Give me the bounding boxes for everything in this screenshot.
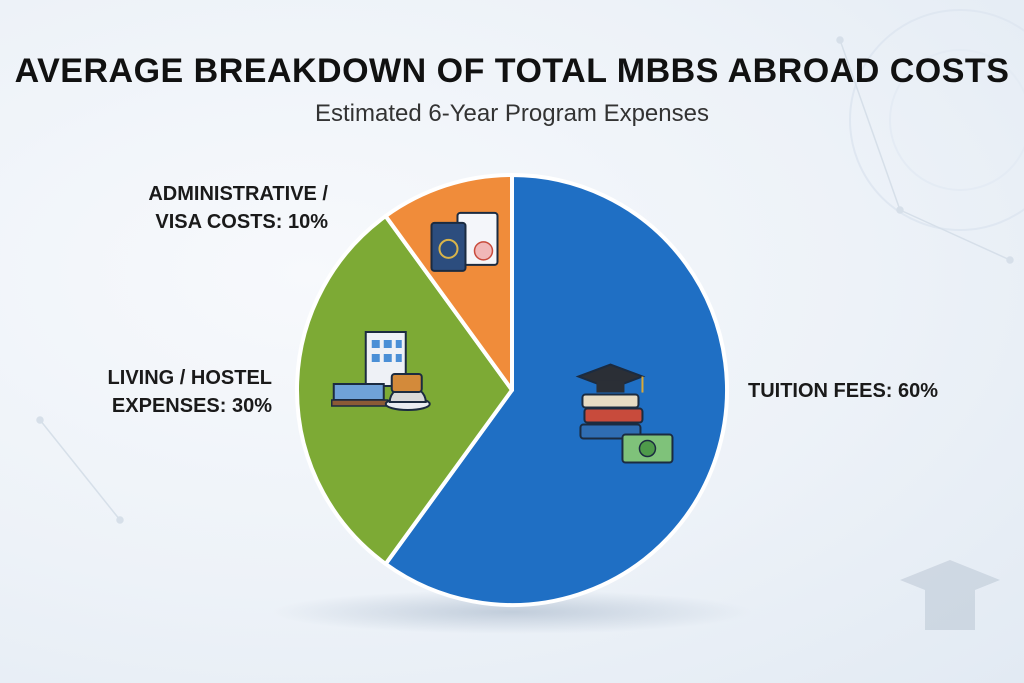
slice-label-admin: ADMINISTRATIVE / VISA COSTS: 10% [148, 183, 328, 233]
slice-label-living: LIVING / HOSTEL EXPENSES: 30% [107, 367, 272, 417]
tuition-icon [575, 363, 674, 464]
hostel-icon [331, 331, 431, 411]
slice-label-tuition: TUITION FEES: 60% [748, 380, 939, 402]
chart-title: AVERAGE BREAKDOWN OF TOTAL MBBS ABROAD C… [14, 52, 1010, 90]
visa-document-icon [430, 211, 499, 272]
slice-tuition [383, 173, 729, 607]
graduation-cap-bg-icon [900, 560, 1000, 630]
chart-subtitle: Estimated 6-Year Program Expenses [315, 100, 709, 127]
